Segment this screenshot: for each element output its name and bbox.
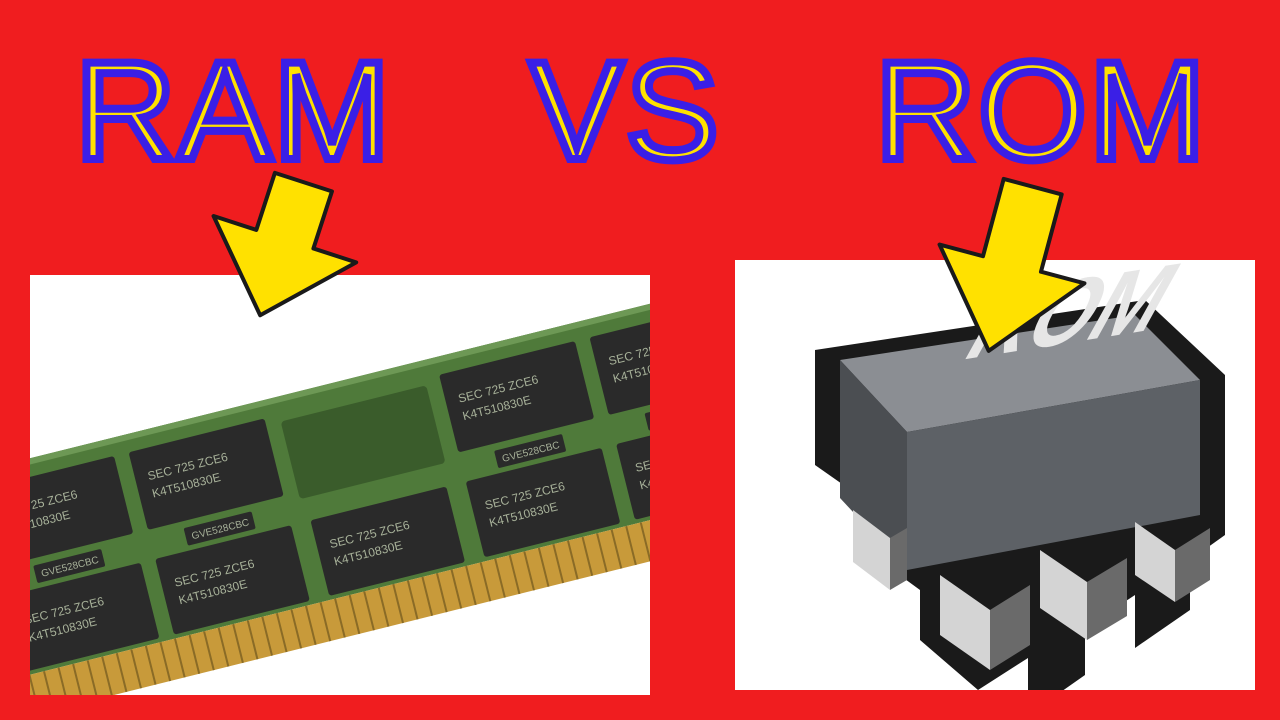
title-rom: ROM: [875, 30, 1208, 192]
title-ram: RAM: [75, 30, 392, 192]
arrow-ram: [190, 170, 380, 340]
title-vs: VS: [530, 30, 721, 192]
arrow-rom: [925, 175, 1105, 370]
